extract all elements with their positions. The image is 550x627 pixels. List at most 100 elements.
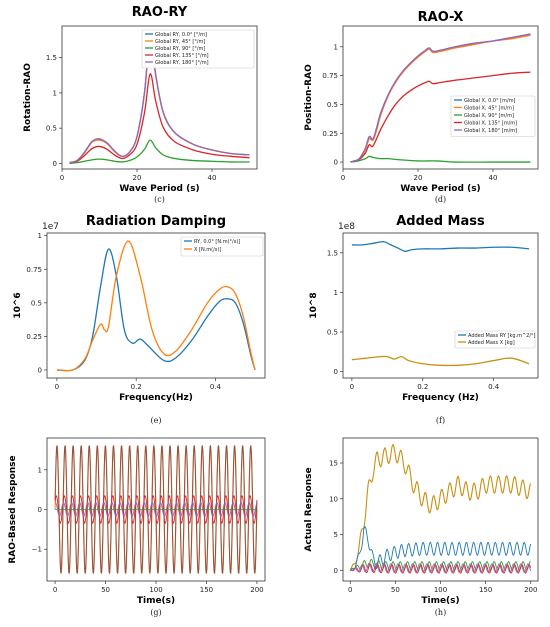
y-axis-label: Actual Response bbox=[304, 467, 314, 551]
chart-f: Added Mass 0 0.2 0.4 0 0.5 1 1.5 Frequency (Hz) 1… bbox=[309, 214, 539, 425]
legend-entry: Global X, 0.0° [m/m] bbox=[464, 98, 516, 104]
y-tick-label: 1 bbox=[38, 466, 42, 474]
x-tick-label: 0.4 bbox=[210, 383, 222, 391]
x-axis-label: Time(s) bbox=[137, 596, 175, 606]
y-axis-label: RAO-Based Response bbox=[8, 455, 18, 563]
x-axis-label: Frequency(Hz) bbox=[119, 393, 193, 403]
x-axis-label: Wave Period (s) bbox=[400, 184, 480, 194]
legend-entry: Global X, 135° [m/m] bbox=[464, 120, 517, 126]
legend-entry: Global X, 90° [m/m] bbox=[464, 113, 514, 119]
y-axis-label: 10^8 bbox=[309, 292, 319, 318]
legend: Global X, 0.0° [m/m]Global X, 45° [m/m] G… bbox=[450, 95, 536, 137]
y-tick-label: 0.5 bbox=[327, 329, 338, 337]
legend: Global RY, 0.0° [°/m]Global RY, 45° [°/m… bbox=[141, 29, 255, 69]
x-tick-label: 100 bbox=[149, 586, 162, 594]
plot-area bbox=[54, 445, 258, 574]
y-tick-label: 15 bbox=[329, 460, 338, 468]
y-tick-label: 0 bbox=[38, 506, 42, 514]
y-tick-label: 0.25 bbox=[26, 333, 42, 341]
series-line bbox=[349, 526, 532, 571]
series-line bbox=[56, 240, 256, 372]
legend-entry: Added Mass RY [kg.m^2/°] bbox=[468, 333, 536, 339]
y-tick-label: 0 bbox=[334, 159, 338, 167]
axes-frame bbox=[46, 232, 266, 379]
series-line bbox=[350, 562, 532, 573]
y-tick-label: 0.75 bbox=[26, 266, 42, 274]
plot-area bbox=[350, 33, 531, 163]
x-tick-label: 0 bbox=[348, 586, 352, 594]
panel-caption: (f) bbox=[436, 416, 445, 425]
series-line bbox=[69, 33, 250, 164]
y-tick-label: 1 bbox=[334, 43, 338, 51]
x-tick-label: 100 bbox=[434, 586, 447, 594]
series-line bbox=[54, 495, 258, 524]
legend-box bbox=[454, 330, 536, 349]
legend-entry: Global RY, 135° [°/m] bbox=[155, 53, 209, 59]
x-axis-label: Time(s) bbox=[421, 596, 459, 606]
series-line bbox=[349, 443, 532, 571]
y-tick-label: 1 bbox=[53, 89, 57, 97]
y-tick-label: −1 bbox=[32, 546, 42, 554]
panel-caption: (d) bbox=[435, 195, 446, 204]
chart-title: Radiation Damping bbox=[86, 214, 226, 229]
x-tick-label: 0 bbox=[55, 383, 59, 391]
x-tick-label: 150 bbox=[479, 586, 492, 594]
x-tick-label: 150 bbox=[200, 586, 213, 594]
chart-title: Added Mass bbox=[396, 214, 485, 229]
x-axis-label: Wave Period (s) bbox=[119, 184, 199, 194]
legend-entry: Global RY, 45° [°/m] bbox=[155, 39, 205, 45]
y-tick-label: 0.75 bbox=[322, 72, 338, 80]
chart-d: RAO-X 0 20 40 0 0.25 0.5 0.75 1 Wave Period (s) Po… bbox=[304, 10, 539, 204]
legend-box bbox=[141, 29, 255, 69]
chart-g: 0 50 100 150 200 −1 0 1 Time(s) RAO-Based Respons… bbox=[8, 437, 266, 617]
x-tick-label: 0.2 bbox=[417, 383, 428, 391]
legend-entry: Global RY, 0.0° [°/m] bbox=[155, 32, 207, 38]
legend-entry: Global X, 45° [m/m] bbox=[464, 105, 514, 111]
x-tick-label: 0 bbox=[350, 383, 354, 391]
legend-box bbox=[450, 95, 536, 137]
panel-caption: (c) bbox=[154, 195, 165, 204]
x-tick-label: 0 bbox=[60, 174, 64, 182]
x-tick-label: 50 bbox=[391, 586, 400, 594]
y-axis-label: Rotation-RAO bbox=[23, 63, 33, 132]
panel-caption: (h) bbox=[435, 608, 446, 617]
axes-frame bbox=[342, 25, 539, 170]
series-line bbox=[69, 139, 250, 165]
x-tick-label: 200 bbox=[250, 586, 263, 594]
y-tick-label: 1.5 bbox=[327, 249, 338, 257]
series-line bbox=[350, 155, 531, 163]
x-tick-label: 0.4 bbox=[488, 383, 500, 391]
series-line bbox=[69, 73, 250, 164]
y-tick-label: 5 bbox=[334, 531, 338, 539]
panel-caption: (e) bbox=[151, 416, 162, 425]
x-tick-label: 50 bbox=[101, 586, 110, 594]
y-axis-label: Position-RAO bbox=[304, 64, 314, 131]
axes-frame bbox=[342, 232, 539, 379]
y-tick-label: 0 bbox=[38, 366, 42, 374]
axis-offset-text: 1e8 bbox=[338, 222, 355, 232]
chart-title: RAO-X bbox=[418, 10, 464, 25]
panel-caption: (g) bbox=[150, 608, 161, 617]
y-tick-label: 0 bbox=[53, 160, 57, 168]
x-tick-label: 0 bbox=[341, 174, 345, 182]
plot-area bbox=[351, 241, 530, 367]
legend: Added Mass RY [kg.m^2/°]Added Mass X [kg… bbox=[454, 330, 536, 349]
chart-e: Radiation Damping 0 0.2 0.4 0 0.25 0.5 0.75 1 Fre… bbox=[13, 214, 266, 425]
y-tick-label: 0 bbox=[334, 368, 338, 376]
series-line bbox=[54, 502, 258, 517]
chart-h: 0 50 100 150 200 0 5 10 15 Time(s) Actual Response… bbox=[304, 437, 539, 617]
x-tick-label: 200 bbox=[524, 586, 537, 594]
chart-c: RAO-RY 0 20 40 0 0.5 1 1.5 Wave Period (s) Rotati… bbox=[23, 5, 258, 204]
y-axis-label: 10^6 bbox=[13, 292, 23, 318]
plot-area bbox=[69, 33, 250, 165]
series-line bbox=[350, 71, 531, 163]
plot-area bbox=[349, 443, 532, 574]
x-tick-label: 40 bbox=[208, 174, 217, 182]
y-tick-label: 0 bbox=[334, 567, 338, 575]
legend-entry: Global X, 180° [m/m] bbox=[464, 128, 517, 134]
y-tick-label: 0.5 bbox=[46, 125, 57, 133]
legend-entry: RY, 0.0° [N.m(°/s)] bbox=[194, 239, 240, 245]
x-tick-label: 20 bbox=[133, 174, 142, 182]
legend-entry: Added Mass X [kg] bbox=[468, 340, 515, 346]
legend-entry: Global RY, 90° [°/m] bbox=[155, 46, 205, 52]
